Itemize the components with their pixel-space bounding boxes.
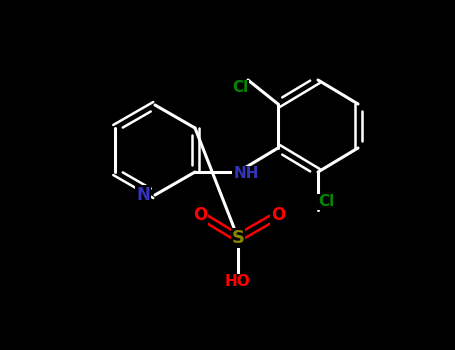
Text: N: N (136, 186, 150, 204)
Text: NH: NH (233, 167, 259, 182)
Text: Cl: Cl (318, 195, 334, 210)
Text: O: O (271, 206, 285, 224)
Text: Cl: Cl (232, 80, 248, 96)
Text: O: O (193, 206, 207, 224)
Text: HO: HO (225, 274, 251, 289)
Text: S: S (232, 229, 244, 247)
